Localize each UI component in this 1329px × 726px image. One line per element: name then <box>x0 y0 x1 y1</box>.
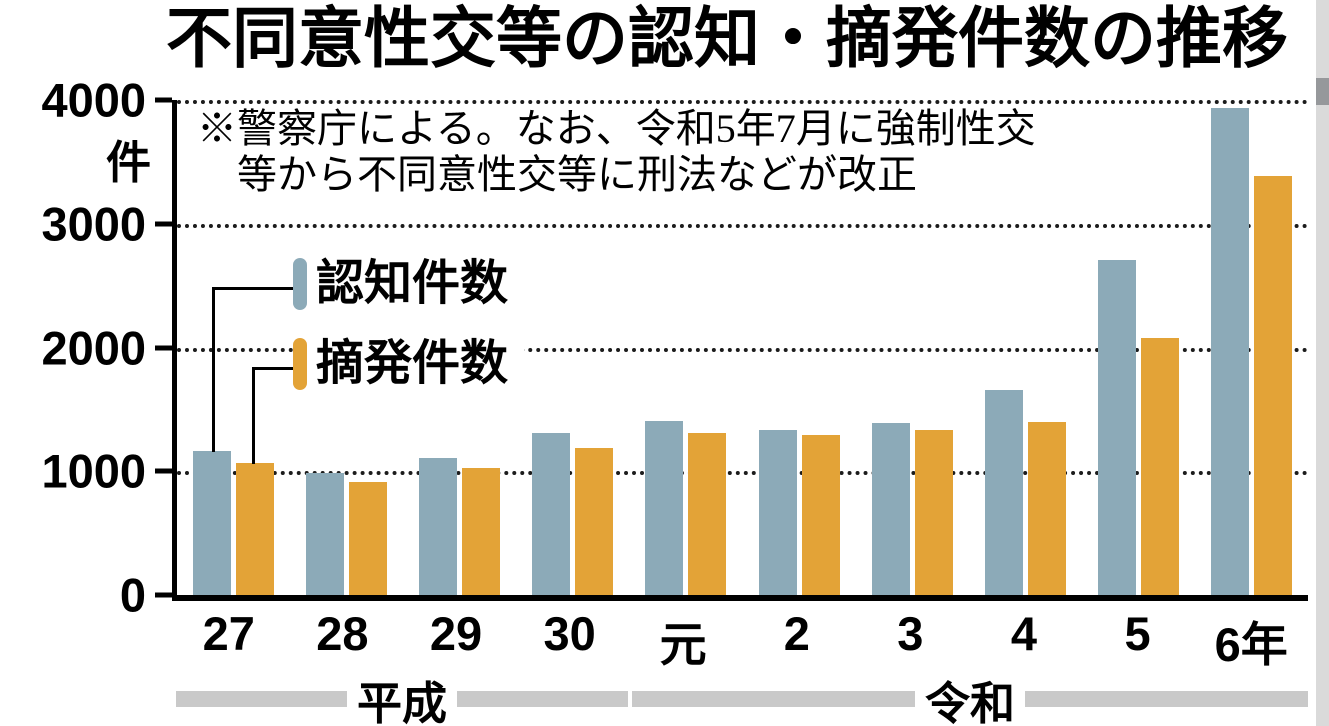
bar-tekihatsu-28 <box>349 482 388 595</box>
x-label-28: 28 <box>316 607 369 660</box>
bar-ninchi-27 <box>193 450 232 595</box>
bar-tekihatsu-4 <box>1027 421 1066 595</box>
right-edge-strip-dark <box>1316 78 1329 105</box>
bar-group-5 <box>1082 100 1195 595</box>
bar-ninchi-元 <box>645 421 684 595</box>
x-label-3: 3 <box>897 607 924 660</box>
gridline-3000 <box>177 223 1308 228</box>
bar-group-30 <box>516 100 629 595</box>
bar-ninchi-28 <box>306 472 345 595</box>
era-label-reiwa: 令和 <box>925 677 1016 726</box>
y-tick-label-3000: 3000 <box>41 197 146 251</box>
legend-connector-tekihatsu <box>252 367 293 464</box>
bar-tekihatsu-29 <box>462 467 501 595</box>
y-axis-unit: 件 <box>106 137 152 188</box>
era-band-heisei: 平成 <box>176 672 629 726</box>
legend-item-ninchi: 認知件数 <box>293 256 525 310</box>
y-tick-2000 <box>155 345 172 350</box>
bar-ninchi-2 <box>758 430 797 595</box>
x-label-6年: 6年 <box>1214 618 1288 671</box>
bar-group-元 <box>629 100 742 595</box>
era-label-heisei: 平成 <box>357 677 448 726</box>
bars-container <box>177 100 1308 595</box>
bar-tekihatsu-3 <box>914 430 953 595</box>
era-band-reiwa: 令和 <box>632 672 1309 726</box>
y-tick-label-2000: 2000 <box>41 321 146 374</box>
gridline-2000 <box>177 347 1308 352</box>
source-note: ※警察庁による。なお、令和5年7月に強制性交 等から不同意性交等に刑法などが改正 <box>197 106 1036 199</box>
bar-group-6年 <box>1195 100 1308 595</box>
x-label-30: 30 <box>543 607 596 660</box>
legend-swatch-tekihatsu <box>293 338 307 390</box>
bar-tekihatsu-2 <box>801 434 840 595</box>
bar-ninchi-6年 <box>1210 107 1249 595</box>
source-note-line-1: ※警察庁による。なお、令和5年7月に強制性交 <box>197 106 1036 151</box>
gridline-4000 <box>177 100 1308 104</box>
x-label-27: 27 <box>202 607 255 660</box>
x-axis-labels: 27 28 29 30 元 2 3 4 5 6年 <box>172 606 1308 675</box>
gridline-1000 <box>177 471 1308 476</box>
y-tick-label-1000: 1000 <box>41 444 146 498</box>
bar-group-27 <box>177 100 290 595</box>
right-edge-strip <box>1316 0 1329 726</box>
era-band-segment-left <box>632 691 915 707</box>
bar-tekihatsu-30 <box>575 447 614 595</box>
legend-item-tekihatsu: 摘発件数 <box>293 336 525 390</box>
plot-area: ※警察庁による。なお、令和5年7月に強制性交 等から不同意性交等に刑法などが改正… <box>155 97 1308 601</box>
era-band-segment-right <box>1025 691 1309 707</box>
bar-group-4 <box>969 100 1082 595</box>
x-label-4: 4 <box>1010 607 1038 660</box>
legend-label-ninchi: 認知件数 <box>316 256 509 310</box>
x-label-5: 5 <box>1124 607 1151 660</box>
bar-tekihatsu-元 <box>688 432 727 595</box>
bar-tekihatsu-6年 <box>1253 176 1292 595</box>
y-tick-3000 <box>155 221 172 227</box>
y-tick-4000 <box>155 97 172 103</box>
bar-group-28 <box>290 100 403 595</box>
bar-ninchi-29 <box>419 457 458 595</box>
bar-ninchi-5 <box>1097 259 1136 595</box>
bar-group-29 <box>403 100 516 595</box>
bar-ninchi-3 <box>871 423 910 595</box>
y-tick-1000 <box>155 468 172 474</box>
bar-ninchi-30 <box>532 433 571 595</box>
bar-tekihatsu-27 <box>236 462 275 595</box>
bar-group-2 <box>742 100 855 595</box>
y-tick-label-4000: 4000 <box>41 73 146 127</box>
bar-tekihatsu-5 <box>1140 338 1179 595</box>
chart-title: 不同意性交等の認知・摘発件数の推移 <box>166 1 1288 75</box>
legend-connector-ninchi <box>212 287 293 452</box>
x-label-29: 29 <box>429 607 483 660</box>
legend-label-tekihatsu: 摘発件数 <box>316 336 509 390</box>
bar-ninchi-4 <box>984 390 1023 595</box>
y-axis-labels: 4000 3000 2000 1000 0 <box>0 74 152 622</box>
legend-swatch-ninchi <box>293 258 307 310</box>
y-tick-0 <box>155 592 172 598</box>
x-label-元: 元 <box>659 618 707 671</box>
era-band-segment-left <box>176 691 347 707</box>
y-tick-label-0: 0 <box>119 568 146 622</box>
bar-group-3 <box>856 100 969 595</box>
source-note-line-2: 等から不同意性交等に刑法などが改正 <box>237 152 917 198</box>
x-label-2: 2 <box>783 607 810 660</box>
era-band-segment-right <box>457 691 629 707</box>
